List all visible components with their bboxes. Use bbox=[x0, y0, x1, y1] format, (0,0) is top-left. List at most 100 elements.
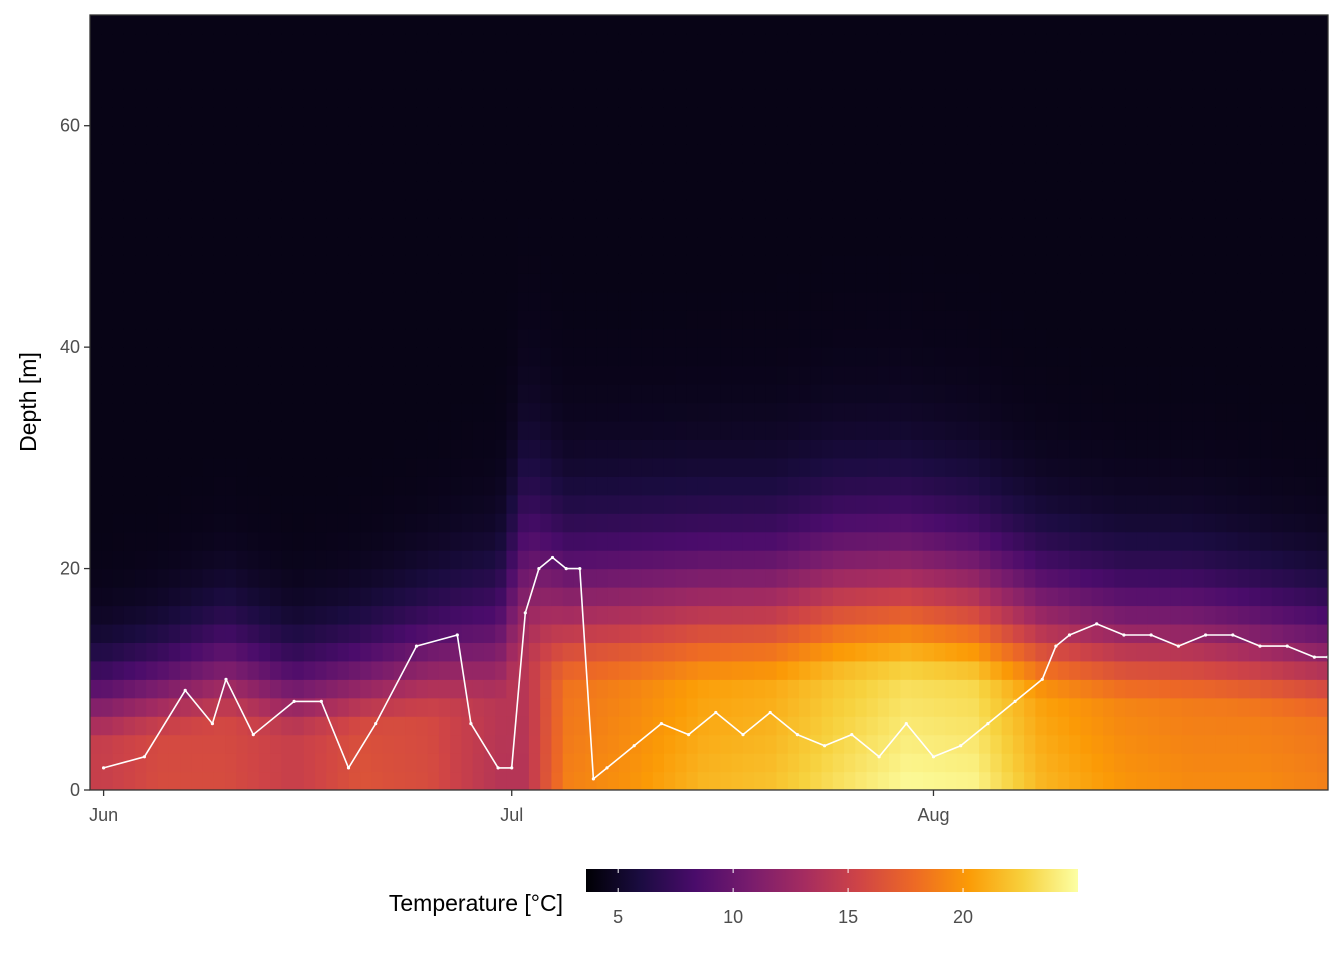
heatmap-cell bbox=[112, 347, 125, 367]
heatmap-cell bbox=[618, 70, 631, 90]
heatmap-cell bbox=[1114, 734, 1127, 754]
heatmap-cell bbox=[225, 181, 237, 201]
heatmap-cell bbox=[675, 33, 688, 53]
heatmap-cell bbox=[810, 107, 823, 127]
heatmap-cell bbox=[1080, 420, 1093, 440]
heatmap-cell bbox=[517, 734, 530, 754]
heatmap-cell bbox=[438, 217, 451, 238]
heatmap-cell bbox=[900, 605, 913, 625]
heatmap-cell bbox=[573, 162, 586, 182]
heatmap-cell bbox=[146, 273, 159, 293]
heatmap-cell bbox=[393, 181, 406, 201]
heatmap-cell bbox=[709, 144, 721, 164]
heatmap-cell bbox=[292, 476, 305, 496]
heatmap-cell bbox=[315, 420, 327, 440]
heatmap-cell bbox=[844, 365, 856, 385]
heatmap-cell bbox=[236, 162, 249, 182]
series-point bbox=[659, 722, 664, 726]
heatmap-cell bbox=[1215, 384, 1228, 404]
heatmap-cell bbox=[202, 254, 215, 274]
heatmap-cell bbox=[1204, 531, 1217, 551]
heatmap-cell bbox=[945, 568, 958, 588]
heatmap-cell bbox=[337, 181, 350, 201]
heatmap-cell bbox=[562, 15, 575, 35]
heatmap-cell bbox=[213, 217, 226, 238]
heatmap-cell bbox=[405, 697, 417, 717]
heatmap-cell bbox=[360, 513, 372, 533]
heatmap-cell bbox=[483, 605, 496, 625]
heatmap-cell bbox=[1125, 162, 1138, 182]
heatmap-cell bbox=[472, 217, 485, 238]
heatmap-cell bbox=[258, 199, 271, 219]
heatmap-cell bbox=[146, 623, 159, 643]
heatmap-cell bbox=[855, 181, 868, 201]
heatmap-cell bbox=[540, 513, 553, 533]
series-point bbox=[986, 722, 990, 726]
heatmap-cell bbox=[945, 162, 958, 182]
heatmap-cell bbox=[855, 679, 868, 699]
heatmap-cell bbox=[821, 88, 834, 108]
heatmap-cell bbox=[540, 679, 553, 699]
heatmap-cell bbox=[990, 771, 1003, 790]
heatmap-cell bbox=[641, 144, 654, 164]
heatmap-cell bbox=[596, 771, 609, 790]
heatmap-cell bbox=[855, 273, 868, 293]
heatmap-cell bbox=[1305, 236, 1318, 256]
heatmap-cell bbox=[1305, 125, 1318, 145]
heatmap-cell bbox=[258, 125, 271, 145]
heatmap-cell bbox=[675, 310, 688, 330]
heatmap-cell bbox=[303, 310, 316, 330]
heatmap-cell bbox=[416, 623, 429, 643]
heatmap-cell bbox=[866, 494, 879, 514]
heatmap-cell bbox=[393, 254, 406, 274]
heatmap-cell bbox=[922, 679, 935, 699]
heatmap-cell bbox=[630, 273, 643, 293]
heatmap-cell bbox=[101, 494, 114, 514]
heatmap-cell bbox=[1080, 347, 1093, 367]
heatmap-cell bbox=[573, 347, 586, 367]
heatmap-cell bbox=[1192, 162, 1205, 182]
heatmap-cell bbox=[348, 753, 361, 773]
heatmap-cell bbox=[337, 457, 350, 477]
heatmap-cell bbox=[1226, 88, 1239, 108]
heatmap-cell bbox=[382, 199, 395, 219]
heatmap-cell bbox=[821, 457, 834, 477]
heatmap-cell bbox=[1271, 291, 1284, 311]
heatmap-cell bbox=[1091, 310, 1104, 330]
heatmap-cell bbox=[1215, 291, 1228, 311]
heatmap-cell bbox=[483, 51, 496, 71]
heatmap-cell bbox=[101, 51, 114, 71]
heatmap-cell bbox=[416, 365, 429, 385]
heatmap-cell bbox=[416, 236, 429, 256]
heatmap-cell bbox=[1181, 51, 1194, 71]
heatmap-cell bbox=[742, 550, 755, 570]
heatmap-cell bbox=[1282, 181, 1295, 201]
heatmap-cell bbox=[1260, 494, 1273, 514]
heatmap-cell bbox=[1080, 15, 1093, 35]
heatmap-cell bbox=[844, 51, 856, 71]
heatmap-cell bbox=[292, 753, 305, 773]
heatmap-cell bbox=[236, 291, 249, 311]
heatmap-cell bbox=[709, 660, 721, 680]
heatmap-cell bbox=[382, 217, 395, 238]
heatmap-cell bbox=[157, 384, 170, 404]
heatmap-cell bbox=[1069, 199, 1081, 219]
heatmap-cell bbox=[191, 310, 204, 330]
heatmap-cell bbox=[90, 33, 102, 53]
heatmap-cell bbox=[675, 144, 688, 164]
heatmap-cell bbox=[821, 697, 834, 717]
heatmap-cell bbox=[1012, 494, 1025, 514]
heatmap-cell bbox=[551, 402, 564, 422]
heatmap-cell bbox=[1249, 457, 1262, 477]
heatmap-cell bbox=[618, 107, 631, 127]
heatmap-cell bbox=[123, 144, 136, 164]
heatmap-cell bbox=[236, 310, 249, 330]
heatmap-cell bbox=[742, 623, 755, 643]
heatmap-cell bbox=[877, 771, 890, 790]
heatmap-cell bbox=[956, 587, 969, 607]
heatmap-cell bbox=[1305, 753, 1318, 773]
heatmap-cell bbox=[1226, 660, 1239, 680]
heatmap-cell bbox=[855, 144, 868, 164]
heatmap-cell bbox=[596, 697, 609, 717]
heatmap-cell bbox=[990, 365, 1003, 385]
